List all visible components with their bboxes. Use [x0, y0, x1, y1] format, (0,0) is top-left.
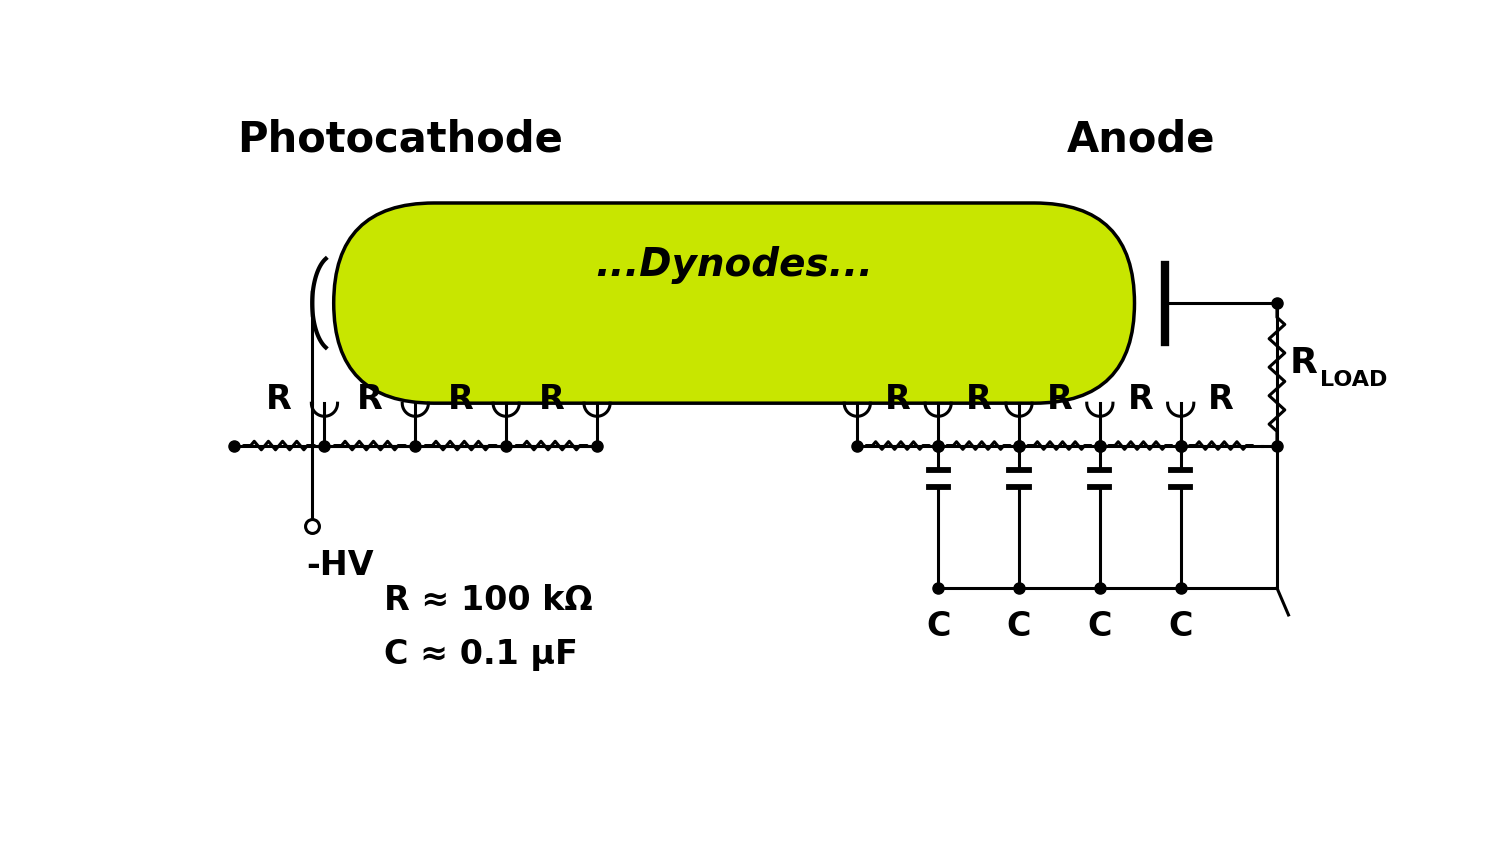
- Text: C: C: [1168, 609, 1192, 643]
- Text: Anode: Anode: [1066, 118, 1215, 161]
- Text: C ≈ 0.1 μF: C ≈ 0.1 μF: [384, 638, 578, 671]
- Text: R: R: [1209, 383, 1234, 416]
- Text: R: R: [1047, 383, 1072, 416]
- Text: R ≈ 100 kΩ: R ≈ 100 kΩ: [384, 584, 592, 617]
- Text: R: R: [266, 383, 292, 416]
- Text: C: C: [1088, 609, 1112, 643]
- Text: R: R: [538, 383, 564, 416]
- FancyBboxPatch shape: [333, 203, 1134, 403]
- Text: R: R: [885, 383, 910, 416]
- Text: R: R: [357, 383, 382, 416]
- Text: LOAD: LOAD: [1320, 370, 1388, 391]
- Text: C: C: [926, 609, 951, 643]
- Text: R: R: [448, 383, 474, 416]
- Text: R: R: [966, 383, 992, 416]
- Text: R: R: [1290, 346, 1318, 380]
- Text: R: R: [1128, 383, 1154, 416]
- Text: Photocathode: Photocathode: [237, 118, 564, 161]
- Text: -HV: -HV: [306, 550, 374, 582]
- Text: ...Dynodes...: ...Dynodes...: [596, 246, 873, 283]
- Text: C: C: [1007, 609, 1032, 643]
